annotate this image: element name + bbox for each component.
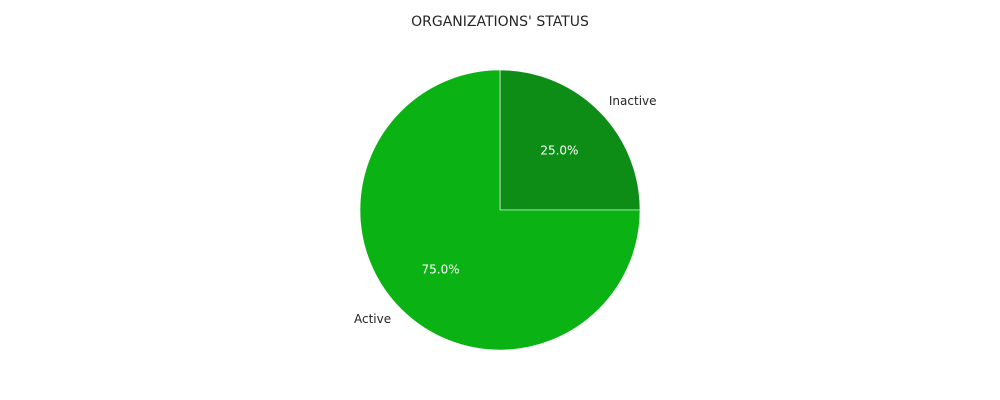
chart-title: ORGANIZATIONS' STATUS bbox=[411, 14, 589, 30]
pie-slice-active bbox=[359, 69, 641, 351]
slice-percent-active: 75.0% bbox=[422, 262, 460, 276]
pie-slices bbox=[359, 69, 641, 351]
slice-label-active: Active bbox=[354, 312, 391, 326]
pie-slice-inactive bbox=[499, 69, 641, 211]
slice-percent-inactive: 25.0% bbox=[540, 144, 578, 158]
pie-labels: Inactive 25.0% Active 75.0% bbox=[354, 94, 657, 326]
slice-label-inactive: Inactive bbox=[609, 94, 657, 108]
